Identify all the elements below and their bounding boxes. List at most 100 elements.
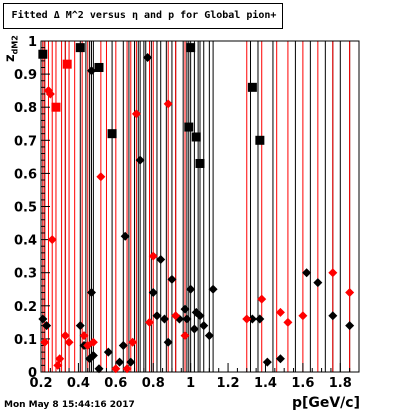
y-tick-label: 0.4 [14,234,37,249]
tick-labels: 0.2 0.4 0.6 0.8 1 1.2 1.4 1.6 1.8 0 0.1 0.2 0.3 0.4 0.… [14,35,352,391]
data-point-red-square [51,102,61,112]
data-point-red-diamond [328,268,338,278]
data-point-black-square [186,43,196,53]
data-point-red-diamond [79,331,89,341]
data-point-black-diamond [195,311,205,321]
data-point-black-diamond [156,254,166,264]
data-point-black-diamond [88,350,98,360]
data-point-black-diamond [148,288,158,298]
x-tick-label: 1.2 [217,376,240,391]
data-point-black-diamond [103,347,113,357]
data-point-red-diamond [60,331,70,341]
data-point-black-diamond [313,278,323,288]
data-point-black-square [191,132,201,142]
data-point-black-diamond [180,304,190,314]
data-point-red-diamond [131,109,141,119]
data-point-red-diamond [55,354,65,364]
data-point-black-diamond [199,321,209,331]
y-tick-label: 0.9 [14,68,37,83]
x-tick-label: 0.6 [104,376,127,391]
data-point-red-square [62,59,72,69]
y-tick-label: 0.2 [14,300,37,315]
data-point-black-diamond [38,314,48,324]
data-point-red-diamond [283,317,293,327]
data-point-black-diamond [42,321,52,331]
data-point-black-diamond [302,268,312,278]
axis-ticks [40,40,360,373]
data-point-black-diamond [87,66,97,76]
data-point-black-diamond [87,288,97,298]
data-point-red-diamond [111,364,121,374]
data-point-black-diamond [247,314,257,324]
data-point-red-diamond [53,360,63,370]
data-point-red-diamond [257,294,267,304]
data-point-red-diamond [163,99,173,109]
data-point-black-square [184,122,194,132]
data-point-black-diamond [120,231,130,241]
x-tick-label: 1.8 [329,376,352,391]
data-point-red-diamond [148,251,158,261]
data-point-red-diamond [122,364,132,374]
y-axis-label-main: z [3,54,18,62]
y-tick-label: 0.8 [14,101,37,116]
x-tick-label: 0.4 [67,376,90,391]
data-point-black-diamond [94,364,104,374]
data-point-black-diamond [182,314,192,324]
data-point-black-diamond [159,314,169,324]
data-point-black-square [107,129,117,139]
y-tick-label: 0 [28,366,37,381]
x-tick-label: 0.8 [142,376,165,391]
data-point-black-square [94,62,104,72]
data-point-black-square [195,158,205,168]
y-tick-label: 0.5 [14,201,37,216]
data-point-black-diamond [118,341,128,351]
data-point-black-diamond [262,357,272,367]
data-point-red-diamond [242,314,252,324]
data-point-red-diamond [45,89,55,99]
data-point-black-diamond [208,284,218,294]
data-point-black-diamond [345,321,355,331]
x-tick-label: 1.4 [254,376,277,391]
data-point-red-diamond [345,288,355,298]
chart-title-box: Fitted Δ M^2 versus η and p for Global p… [3,3,283,29]
data-point-black-diamond [152,311,162,321]
data-point-black-diamond [189,324,199,334]
data-point-black-diamond [204,331,214,341]
y-tick-label: 1 [28,35,37,50]
data-point-red-diamond [180,331,190,341]
x-tick-label: 1.6 [291,376,314,391]
data-point-black-diamond [255,314,265,324]
data-point-black-square [38,49,48,59]
data-point-red-diamond [47,235,57,245]
chart-title: Fitted Δ M^2 versus η and p for Global p… [11,10,277,21]
data-point-black-diamond [275,354,285,364]
y-tick-label: 0.7 [14,134,37,149]
data-point-black-diamond [75,321,85,331]
data-point-red-diamond [298,311,308,321]
data-point-black-square [247,82,257,92]
vertical-lines-red [42,41,351,372]
data-point-black-diamond [143,53,153,63]
data-point-black-square [75,43,85,53]
y-axis-label: zdM2 [3,35,20,62]
data-point-red-diamond [88,337,98,347]
data-point-black-diamond [186,284,196,294]
y-tick-label: 0.1 [14,333,37,348]
data-point-red-diamond [64,337,74,347]
data-point-red-diamond [128,337,138,347]
footer-timestamp: Mon May 8 15:44:16 2017 [4,400,135,410]
data-point-black-square [255,135,265,145]
x-tick-label: 1 [186,376,195,391]
data-point-red-diamond [275,307,285,317]
data-point-red-diamond [96,172,106,182]
data-point-red-diamond [171,311,181,321]
y-tick-label: 0.6 [14,167,37,182]
x-tick-label: 0.2 [29,376,52,391]
data-point-black-diamond [167,274,177,284]
data-point-black-diamond [163,337,173,347]
data-point-black-diamond [328,311,338,321]
data-point-red-diamond [40,337,50,347]
data-point-black-diamond [135,155,145,165]
